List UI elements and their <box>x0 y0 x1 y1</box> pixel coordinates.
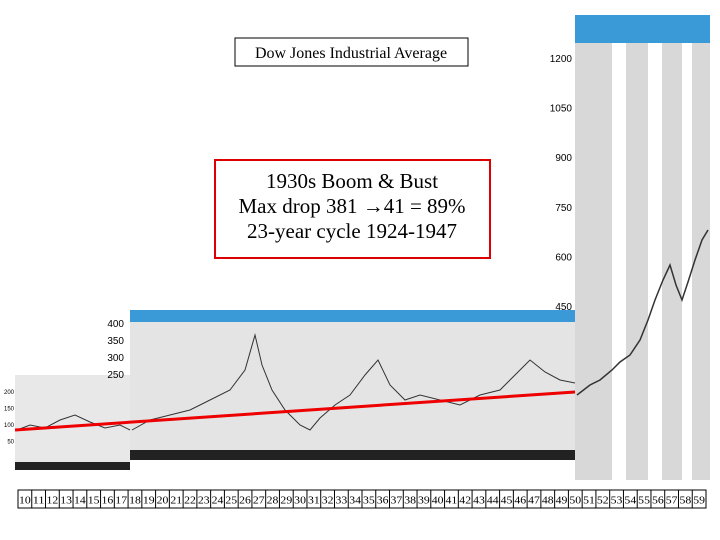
year-label: 44 <box>487 495 499 507</box>
year-label: 35 <box>363 495 375 507</box>
year-label: 13 <box>60 495 72 507</box>
year-label: 33 <box>335 495 347 507</box>
year-label: 29 <box>280 495 292 507</box>
scale-label: 300 <box>107 353 124 364</box>
year-label: 54 <box>624 495 636 507</box>
scale-label: 350 <box>107 336 124 347</box>
chart-image-middle <box>130 310 576 460</box>
year-label: 16 <box>102 495 114 507</box>
callout-line: 23-year cycle 1924-1947 <box>247 219 457 243</box>
scale-label: 150 <box>4 407 15 413</box>
year-label: 26 <box>239 495 251 507</box>
year-label: 49 <box>556 495 568 507</box>
callout-line: 1930s Boom & Bust <box>266 169 438 193</box>
scale-label: 400 <box>107 319 124 330</box>
year-label: 36 <box>377 495 389 507</box>
year-label: 59 <box>693 495 705 507</box>
year-label: 51 <box>583 495 595 507</box>
year-label: 25 <box>225 495 237 507</box>
year-strip: 10 11 12 13 14 15 16 17 18 19 20 21 22 23 24 25 26 27 28 29… <box>17 489 707 509</box>
year-label: 21 <box>170 495 182 507</box>
scales: 1200 1050 900 750 600 450 400 350 300 250 200 150 10… <box>4 54 572 446</box>
year-label: 22 <box>184 495 196 507</box>
year-label: 43 <box>473 495 485 507</box>
year-label: 10 <box>19 495 31 507</box>
year-label: 55 <box>638 495 650 507</box>
year-label: 17 <box>115 495 127 507</box>
scale-label: 50 <box>7 440 14 446</box>
year-label: 34 <box>349 495 361 507</box>
year-label: 47 <box>528 495 540 507</box>
year-label: 58 <box>679 495 691 507</box>
year-label: 39 <box>418 495 430 507</box>
year-label: 28 <box>267 495 279 507</box>
year-label: 56 <box>652 495 664 507</box>
year-label: 32 <box>322 495 334 507</box>
year-label: 46 <box>514 495 526 507</box>
year-label: 52 <box>597 495 609 507</box>
year-label: 57 <box>666 495 678 507</box>
trend-line <box>14 390 576 432</box>
chart-image-right <box>575 15 710 480</box>
scale-label: 450 <box>555 302 572 313</box>
scale-label: 1050 <box>550 104 573 115</box>
year-label: 41 <box>446 495 458 507</box>
year-label: 27 <box>253 495 265 507</box>
year-label: 23 <box>198 495 210 507</box>
year-label: 19 <box>143 495 155 507</box>
year-label: 20 <box>157 495 169 507</box>
callout-box <box>214 159 491 259</box>
year-label: 53 <box>611 495 623 507</box>
title-box <box>234 37 469 67</box>
year-label: 30 <box>294 495 306 507</box>
scale-label: 600 <box>555 252 572 263</box>
year-label: 24 <box>212 495 224 507</box>
year-label: 14 <box>74 495 86 507</box>
year-label: 42 <box>459 495 471 507</box>
year-label: 18 <box>129 495 141 507</box>
year-label: 37 <box>391 495 403 507</box>
year-label: 11 <box>33 495 45 507</box>
scale-label: 900 <box>555 153 572 164</box>
scale-label: 200 <box>4 390 15 396</box>
title: Dow Jones Industrial Average <box>255 45 447 62</box>
year-label: 12 <box>47 495 59 507</box>
callout-line: Max drop 381 →41 = 89% <box>238 194 465 218</box>
year-label: 40 <box>432 495 444 507</box>
year-label: 45 <box>501 495 513 507</box>
scale-label: 250 <box>107 370 124 381</box>
year-label: 15 <box>88 495 100 507</box>
scale-label: 750 <box>555 203 572 214</box>
year-label: 38 <box>404 495 416 507</box>
scale-label: 100 <box>4 423 15 429</box>
year-label: 31 <box>308 495 320 507</box>
year-label: 48 <box>542 495 554 507</box>
scale-label: 1200 <box>550 54 573 65</box>
year-label: 50 <box>569 495 581 507</box>
